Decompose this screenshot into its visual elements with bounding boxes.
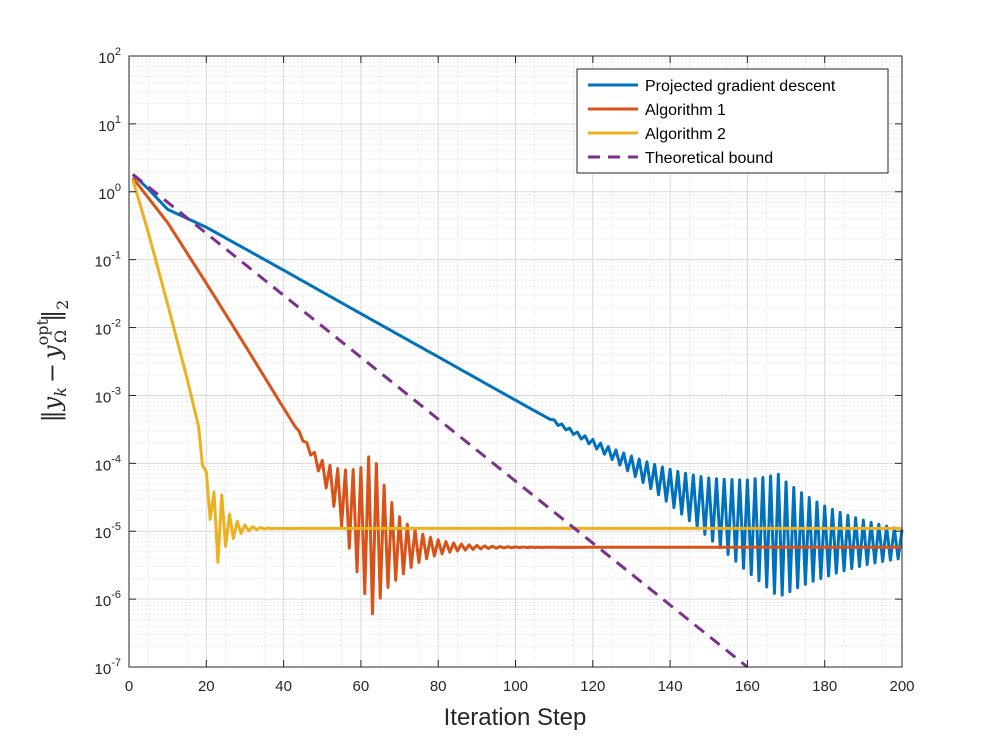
x-tick-label: 20 [198,678,215,695]
y-tick-label: 10-7 [95,657,121,678]
y-tick-base: 10 [95,254,112,271]
y-tick-label: 10-4 [95,453,121,474]
y-tick-base: 10 [98,50,115,67]
y-tick-label: 100 [98,182,121,203]
y-tick-base: 10 [95,389,112,406]
legend-items: Projected gradient descent Algorithm 1 Alg… [588,78,836,167]
series-line-3 [131,179,902,564]
y-tick-label: 102 [98,46,121,67]
y-tick-exponent: -6 [111,589,121,601]
x-tick-label: 100 [503,678,528,695]
x-tick-label: 140 [658,678,683,695]
y-tick-label: 10-1 [95,250,121,271]
y-axis-label: ‖yk−yoptΩ‖2 [33,300,72,423]
x-tick-label: 60 [353,678,370,695]
y-tick-exponent: -7 [111,657,121,669]
y-tick-base: 10 [95,661,112,678]
x-tick-label: 80 [430,678,447,695]
y-tick-exponent: 2 [115,46,121,58]
y-label-sub-k: k [51,387,70,397]
legend: Projected gradient descent Algorithm 1 Alg… [576,68,889,174]
y-tick-label: 10-6 [95,589,121,610]
y-tick-label: 10-3 [95,385,121,406]
x-tick-label: 40 [275,678,292,695]
legend-label: Projected gradient descent [645,78,836,95]
svg-text:‖yk−yoptΩ‖2: ‖yk−yoptΩ‖2 [33,300,72,423]
series-line-1 [131,173,904,597]
series-line-2 [131,177,902,616]
y-tick-exponent: 0 [115,182,121,194]
x-tick-label: 0 [125,678,133,695]
y-tick-base: 10 [95,457,112,474]
y-tick-label: 10-5 [95,521,121,542]
series-layer [131,173,904,669]
y-tick-exponent: -4 [111,453,121,465]
legend-label: Algorithm 1 [645,102,726,119]
y-tick-label: 101 [98,114,121,135]
series-line-4 [131,173,749,669]
legend-label: Algorithm 2 [645,126,726,143]
y-label-var: y [38,396,66,411]
y-tick-label: 10-2 [95,318,121,339]
legend-label: Theoretical bound [645,150,773,167]
x-tick-label: 160 [735,678,760,695]
x-axis-label: Iteration Step [444,704,587,731]
y-tick-base: 10 [98,186,115,203]
y-label-sub-omega: Ω [51,330,70,343]
y-tick-exponent: -1 [111,250,121,262]
x-tick-label: 120 [580,678,605,695]
y-tick-exponent: -3 [111,385,121,397]
y-label-norm-sub: 2 [53,300,72,310]
y-tick-base: 10 [95,525,112,542]
y-label-var2: y [38,345,66,360]
y-label-minus: − [38,363,66,383]
y-label-sup-opt: opt [33,319,52,346]
y-tick-exponent: -2 [111,318,121,330]
y-tick-exponent: 1 [115,114,121,126]
y-tick-base: 10 [95,593,112,610]
y-tick-base: 10 [98,118,115,135]
y-tick-base: 10 [95,322,112,339]
x-tick-label: 180 [812,678,837,695]
x-tick-labels: 0 20 40 60 80 100 120 140 160 180 200 [125,678,915,695]
y-tick-exponent: -5 [111,521,121,533]
x-tick-label: 200 [889,678,914,695]
tick-marks [128,55,903,668]
